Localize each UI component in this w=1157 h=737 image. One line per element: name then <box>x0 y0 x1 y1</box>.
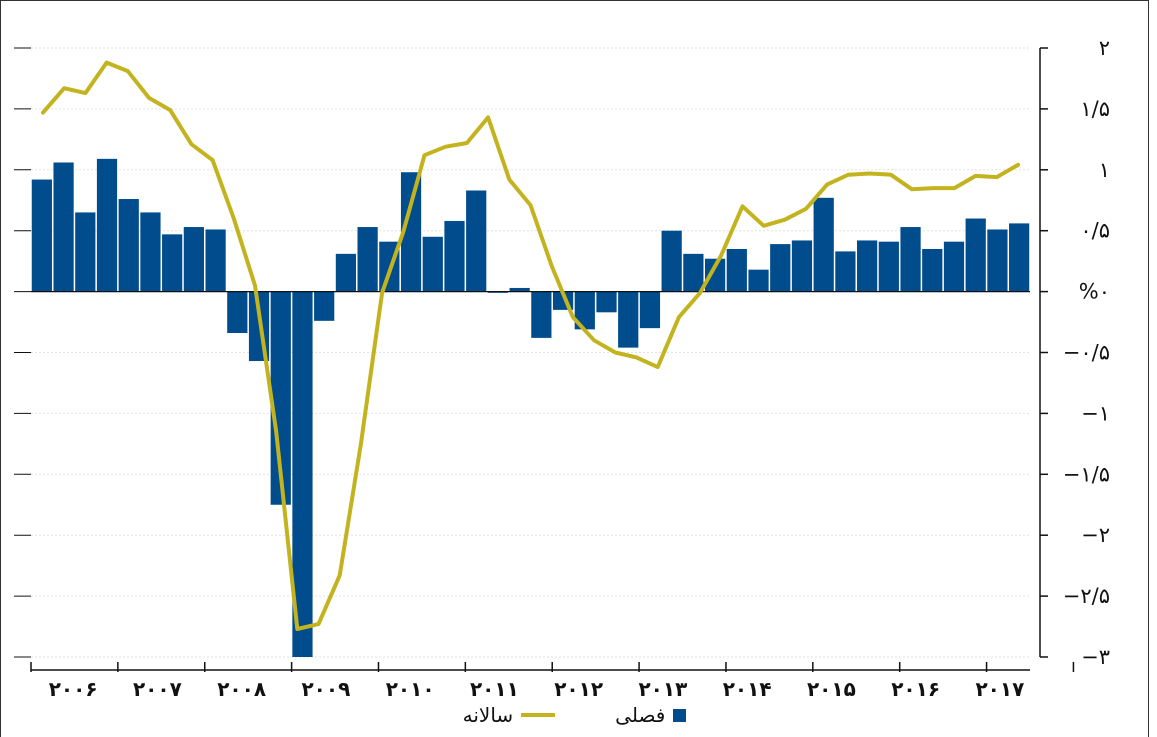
y-tick-label: ۱/۵ <box>1080 97 1110 121</box>
x-tick-label: ۲۰۱۳ <box>638 677 687 700</box>
bar-quarterly <box>509 287 530 292</box>
bar-quarterly <box>683 253 704 292</box>
bar-quarterly <box>96 158 118 292</box>
bar-quarterly <box>857 240 878 292</box>
y-tick-label: −۳ <box>1081 645 1110 669</box>
x-tick-label: ۲۰۱۲ <box>554 677 603 700</box>
bar-quarterly <box>704 258 726 292</box>
x-tick-label: ۲۰۱۱ <box>470 677 519 700</box>
y-tick-label: %۰ <box>1079 280 1110 304</box>
x-tick-label: ۲۰۱۶ <box>891 677 940 700</box>
legend-label-quarterly: فصلی <box>615 703 666 727</box>
y-tick-label: ۲ <box>1099 36 1110 60</box>
x-tick-label: ۲۰۱۰ <box>386 677 435 700</box>
legend-item-quarterly: فصلی <box>615 703 687 727</box>
y-axis-ticks: ۲ ۱/۵ ۱ ۰/۵ %۰ −۰/۵ −۱ −۱/۵ −۲ −۲/۵ −۳ <box>14 36 1110 669</box>
y-tick-label: −۰/۵ <box>1063 341 1110 365</box>
legend-swatch-annual <box>521 713 556 717</box>
legend-item-annual: سالانه <box>463 703 556 727</box>
bar-quarterly <box>466 190 487 292</box>
bar-quarterly <box>922 248 943 292</box>
chart-canvas: ۲۱/۵۱۰/۵%۰−۰/۵−۱−۱/۵−۲−۲/۵−۳ ۲۰۰۶ ۲۰۰۷ ۲۰۰… <box>14 36 1110 700</box>
bar-quarterly <box>770 244 791 292</box>
line-series <box>41 60 1020 631</box>
bar-quarterly <box>292 291 313 657</box>
bar-quarterly <box>639 291 661 329</box>
x-tick-label: ۲۰۱۵ <box>807 677 856 700</box>
legend: فصلی سالانه <box>0 700 1149 730</box>
bar-quarterly <box>661 230 682 292</box>
bar-quarterly <box>813 197 834 292</box>
y-tick-label: −۱ <box>1081 401 1110 425</box>
bar-quarterly <box>335 253 357 292</box>
bar-quarterly <box>270 291 291 505</box>
x-tick-label: ۲۰۰۶ <box>49 677 98 700</box>
x-axis-ticks: ۲۰۰۶ ۲۰۰۷ ۲۰۰۸ ۲۰۰۹ ۲۰۱۰ ۲۰۱۱ ۲۰۱۲ ۲۰۱۳ ۲۰۱۴ ۲۰۱۵… <box>30 662 1075 700</box>
x-tick-label: ۲۰۱۷ <box>975 677 1024 700</box>
bar-quarterly <box>574 291 595 330</box>
axes <box>31 48 1041 671</box>
bar-quarterly <box>227 291 248 334</box>
bar-quarterly <box>487 291 509 293</box>
gridlines <box>31 47 1030 658</box>
y-tick-label: −۱/۵ <box>1063 462 1110 486</box>
line-annual <box>41 60 1020 631</box>
y-tick-label: ۱ <box>1099 158 1110 182</box>
bar-quarterly <box>400 172 422 292</box>
bar-quarterly <box>205 229 226 292</box>
bar-quarterly <box>162 234 183 292</box>
x-tick-label: ۲۰۰۸ <box>217 677 266 700</box>
legend-swatch-quarterly <box>673 708 687 722</box>
bar-quarterly <box>75 212 96 292</box>
bar-quarterly <box>357 227 378 292</box>
y-tick-label: −۲ <box>1081 523 1110 547</box>
y-tick-label: −۲/۵ <box>1063 584 1110 608</box>
bar-quarterly <box>1009 223 1030 292</box>
bar-quarterly <box>900 227 921 292</box>
bar-quarterly <box>965 218 986 292</box>
bar-quarterly <box>987 229 1008 292</box>
bar-quarterly <box>878 241 899 292</box>
bar-quarterly <box>726 248 747 292</box>
x-tick-label: ۲۰۰۹ <box>301 677 350 700</box>
bar-quarterly <box>596 291 617 313</box>
bar-series <box>31 158 1030 657</box>
y-tick-label: ۰/۵ <box>1080 219 1110 243</box>
bar-quarterly <box>748 269 769 292</box>
bar-quarterly <box>791 240 813 292</box>
legend-label-annual: سالانه <box>462 703 514 727</box>
bar-quarterly <box>835 251 856 292</box>
x-tick-label: ۲۰۰۷ <box>133 677 182 700</box>
x-tick-label: ۲۰۱۴ <box>723 677 772 700</box>
bar-quarterly <box>422 236 443 292</box>
bar-quarterly <box>444 220 465 292</box>
bar-quarterly <box>618 291 639 348</box>
bar-quarterly <box>531 291 552 338</box>
bar-quarterly <box>118 199 139 292</box>
bar-quarterly <box>31 179 52 292</box>
bar-quarterly <box>943 241 965 292</box>
bar-quarterly <box>140 212 161 292</box>
bar-quarterly <box>53 162 74 292</box>
bar-quarterly <box>183 227 204 292</box>
bar-quarterly <box>314 291 335 321</box>
